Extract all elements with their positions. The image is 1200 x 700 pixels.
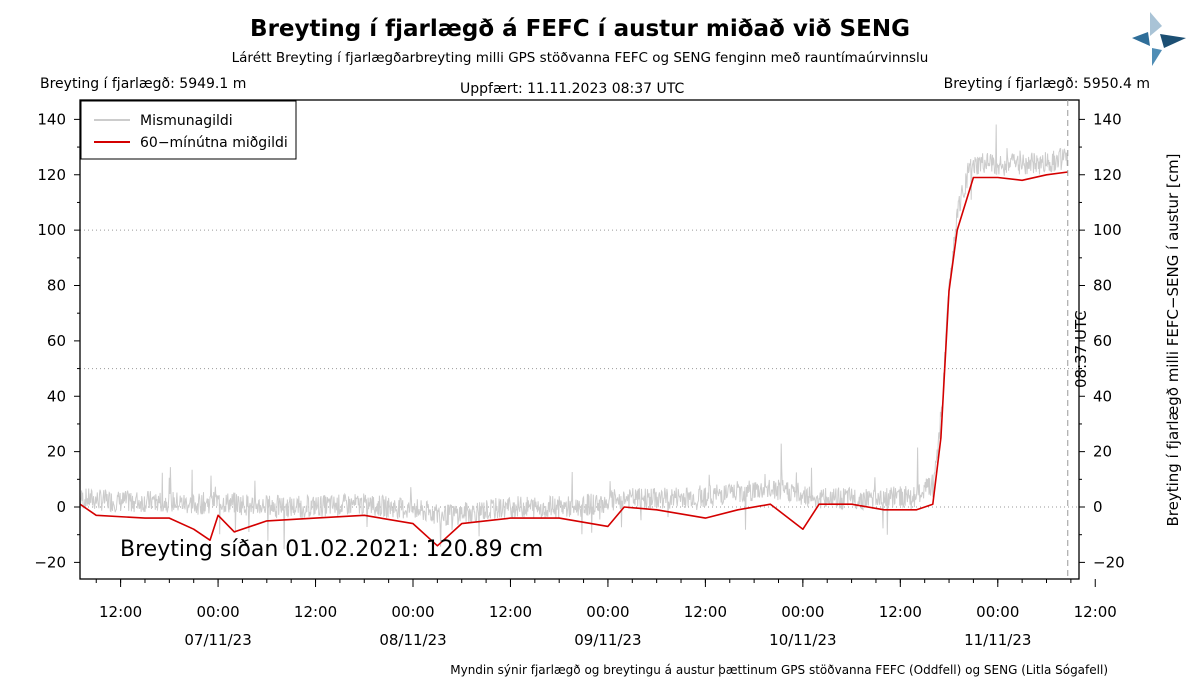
y-tick-label-right: 40 xyxy=(1093,387,1112,405)
y-tick-label-right: 0 xyxy=(1093,498,1103,516)
x-tick-label: 12:00 xyxy=(879,603,922,621)
imo-logo-icon xyxy=(1132,12,1186,66)
y-tick-label-left: 120 xyxy=(37,166,66,184)
x-date-label: 09/11/23 xyxy=(574,631,641,649)
y-axis-label: Breyting í fjarlægð milli FEFC−SENG í au… xyxy=(1164,154,1182,527)
y-tick-label-left: 140 xyxy=(37,110,66,128)
legend-box xyxy=(80,100,297,160)
x-tick-label: 00:00 xyxy=(976,603,1019,621)
series-line-midgildi xyxy=(79,171,1068,547)
chart-title: Breyting í fjarlægð á FEFC í austur miða… xyxy=(250,16,910,42)
grid-lines xyxy=(80,229,1079,508)
updated-timestamp: Uppfært: 11.11.2023 08:37 UTC xyxy=(460,81,685,97)
y-tick-label-right: 100 xyxy=(1093,221,1122,239)
distance-right-label: Breyting í fjarlægð: 5950.4 m xyxy=(943,76,1150,92)
x-date-label: 10/11/23 xyxy=(769,631,836,649)
legend-label: Mismunagildi xyxy=(140,113,233,129)
series-layer xyxy=(79,124,1069,550)
x-tick-label: 00:00 xyxy=(781,603,824,621)
logo-shape-top xyxy=(1150,12,1162,36)
y-tick-label-right: 140 xyxy=(1093,110,1122,128)
logo-shape-right xyxy=(1160,34,1186,48)
distance-left-label: Breyting í fjarlægð: 5949.1 m xyxy=(40,76,247,92)
plot-frame xyxy=(79,99,1080,580)
y-tick-label-left: 40 xyxy=(47,387,66,405)
x-tick-label: 12:00 xyxy=(294,603,337,621)
x-tick-label: 12:00 xyxy=(1074,603,1117,621)
x-date-label: 08/11/23 xyxy=(379,631,446,649)
x-tick-label: 12:00 xyxy=(684,603,727,621)
legend-label: 60−mínútna miðgildi xyxy=(140,135,288,151)
y-tick-label-left: −20 xyxy=(34,553,66,571)
axes: −20 −20 0 0 20 20 40 40 60 60 80 80 100 100 120 120 140 1… xyxy=(34,99,1125,649)
series-line-mismunagildi xyxy=(79,124,1069,550)
footer-caption: Myndin sýnir fjarlægð og breytingu á aus… xyxy=(450,663,1108,677)
y-tick-label-left: 20 xyxy=(47,443,66,461)
x-tick-label: 12:00 xyxy=(99,603,142,621)
y-tick-label-left: 80 xyxy=(47,277,66,295)
y-tick-label-right: 60 xyxy=(1093,332,1112,350)
y-tick-label-right: 120 xyxy=(1093,166,1122,184)
y-tick-label-left: 100 xyxy=(37,221,66,239)
total-change-annotation: Breyting síðan 01.02.2021: 120.89 cm xyxy=(120,537,543,562)
logo-shape-left xyxy=(1132,32,1150,46)
x-tick-label: 12:00 xyxy=(489,603,532,621)
y-tick-label-left: 0 xyxy=(56,498,66,516)
x-tick-label: 00:00 xyxy=(391,603,434,621)
logo-shape-bottom xyxy=(1152,48,1162,66)
x-date-label: 11/11/23 xyxy=(964,631,1031,649)
y-tick-label-right: 80 xyxy=(1093,277,1112,295)
y-tick-label-right: 20 xyxy=(1093,443,1112,461)
y-tick-label-left: 60 xyxy=(47,332,66,350)
chart-subtitle: Lárétt Breyting í fjarlægðarbreyting mil… xyxy=(231,50,929,66)
y-tick-label-right: −20 xyxy=(1093,553,1125,571)
x-date-label: 07/11/23 xyxy=(184,631,251,649)
legend: Mismunagildi 60−mínútna miðgildi xyxy=(80,100,297,160)
x-tick-label: 00:00 xyxy=(196,603,239,621)
x-tick-label: 00:00 xyxy=(586,603,629,621)
marker-label: 08:37 UTC xyxy=(1072,310,1090,388)
